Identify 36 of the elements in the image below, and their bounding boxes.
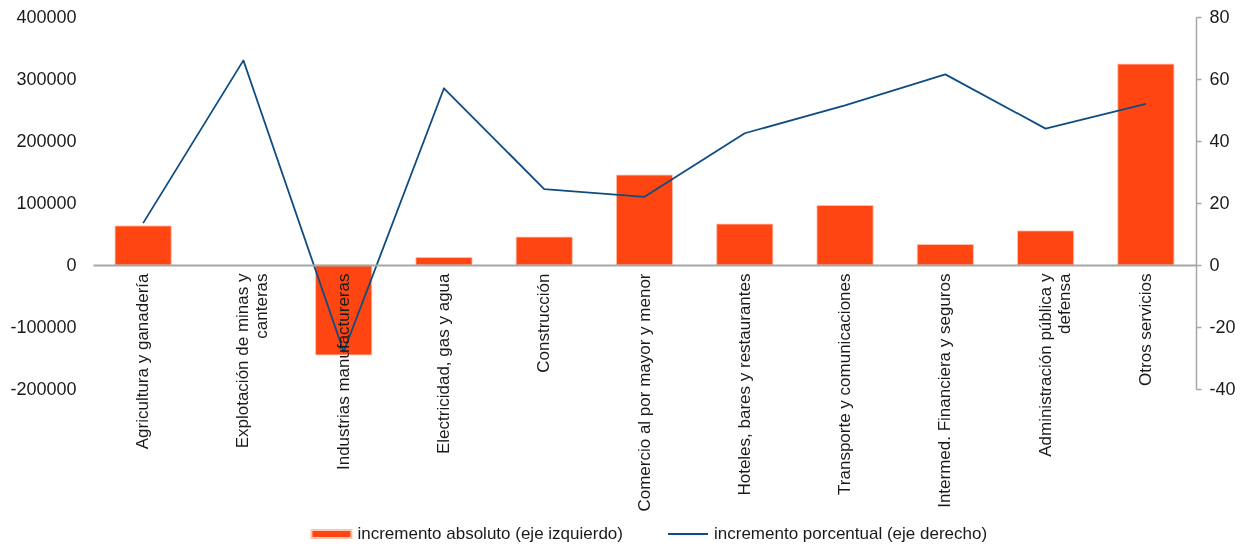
y-tick-label: 200000 xyxy=(16,130,77,151)
bar xyxy=(1017,230,1075,266)
y-tick-label: 0 xyxy=(66,254,77,275)
y2-tick-label: 60 xyxy=(1209,68,1230,89)
y-tick-label: -100000 xyxy=(10,316,77,337)
x-tick-label: Comercio al por mayor y menor xyxy=(634,273,654,512)
x-tick-label: Transporte y comunicaciones xyxy=(835,273,855,495)
x-tick-label: Hoteles, bares y restaurantes xyxy=(734,273,754,496)
bar xyxy=(1117,63,1175,266)
x-tick-label: Industrias manufactureras xyxy=(333,273,353,471)
y-tick-label: 100000 xyxy=(16,192,77,213)
bar xyxy=(916,244,974,266)
y2-tick-label: 20 xyxy=(1209,192,1230,213)
x-tick-label: Otros servicios xyxy=(1135,273,1155,386)
bar xyxy=(515,236,573,266)
y-tick-label: -200000 xyxy=(10,378,77,399)
x-tick-label: Electricidad, gas y agua xyxy=(433,272,453,454)
y2-tick-label: -20 xyxy=(1209,316,1236,337)
x-tick-label: Administración pública y defensa xyxy=(1035,272,1074,457)
legend-label: incremento porcentual (eje derecho) xyxy=(714,524,988,543)
y2-tick-label: 80 xyxy=(1209,6,1230,27)
x-tick-label: Construcción xyxy=(534,273,554,373)
bar xyxy=(816,205,874,266)
y2-tick-label: -40 xyxy=(1209,378,1236,399)
bar xyxy=(415,257,473,266)
bar xyxy=(716,223,774,266)
x-tick-label: Intermed. Financiera y seguros xyxy=(935,273,955,508)
y-tick-label: 400000 xyxy=(16,6,77,27)
y2-tick-label: 0 xyxy=(1209,254,1220,275)
bar xyxy=(114,225,172,266)
y-tick-label: 300000 xyxy=(16,68,77,89)
x-tick-label: Agricultura y ganadería xyxy=(133,272,153,450)
x-tick-label: Explotación de minas y canteras xyxy=(233,273,272,449)
legend-label: incremento absoluto (eje izquierdo) xyxy=(357,524,623,543)
bar xyxy=(616,174,673,266)
y2-tick-label: 40 xyxy=(1209,130,1230,151)
